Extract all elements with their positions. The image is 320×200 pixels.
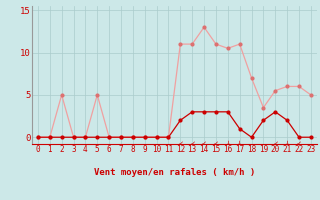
Text: ↓: ↓: [237, 138, 242, 147]
Text: ↙: ↙: [190, 138, 195, 147]
Text: ↓: ↓: [226, 138, 230, 147]
Text: ↙: ↙: [273, 138, 277, 147]
X-axis label: Vent moyen/en rafales ( km/h ): Vent moyen/en rafales ( km/h ): [94, 168, 255, 177]
Text: ↙: ↙: [214, 138, 218, 147]
Text: ↓: ↓: [285, 138, 290, 147]
Text: ↙: ↙: [297, 138, 301, 147]
Text: ↙: ↙: [202, 138, 206, 147]
Text: ↙: ↙: [178, 138, 183, 147]
